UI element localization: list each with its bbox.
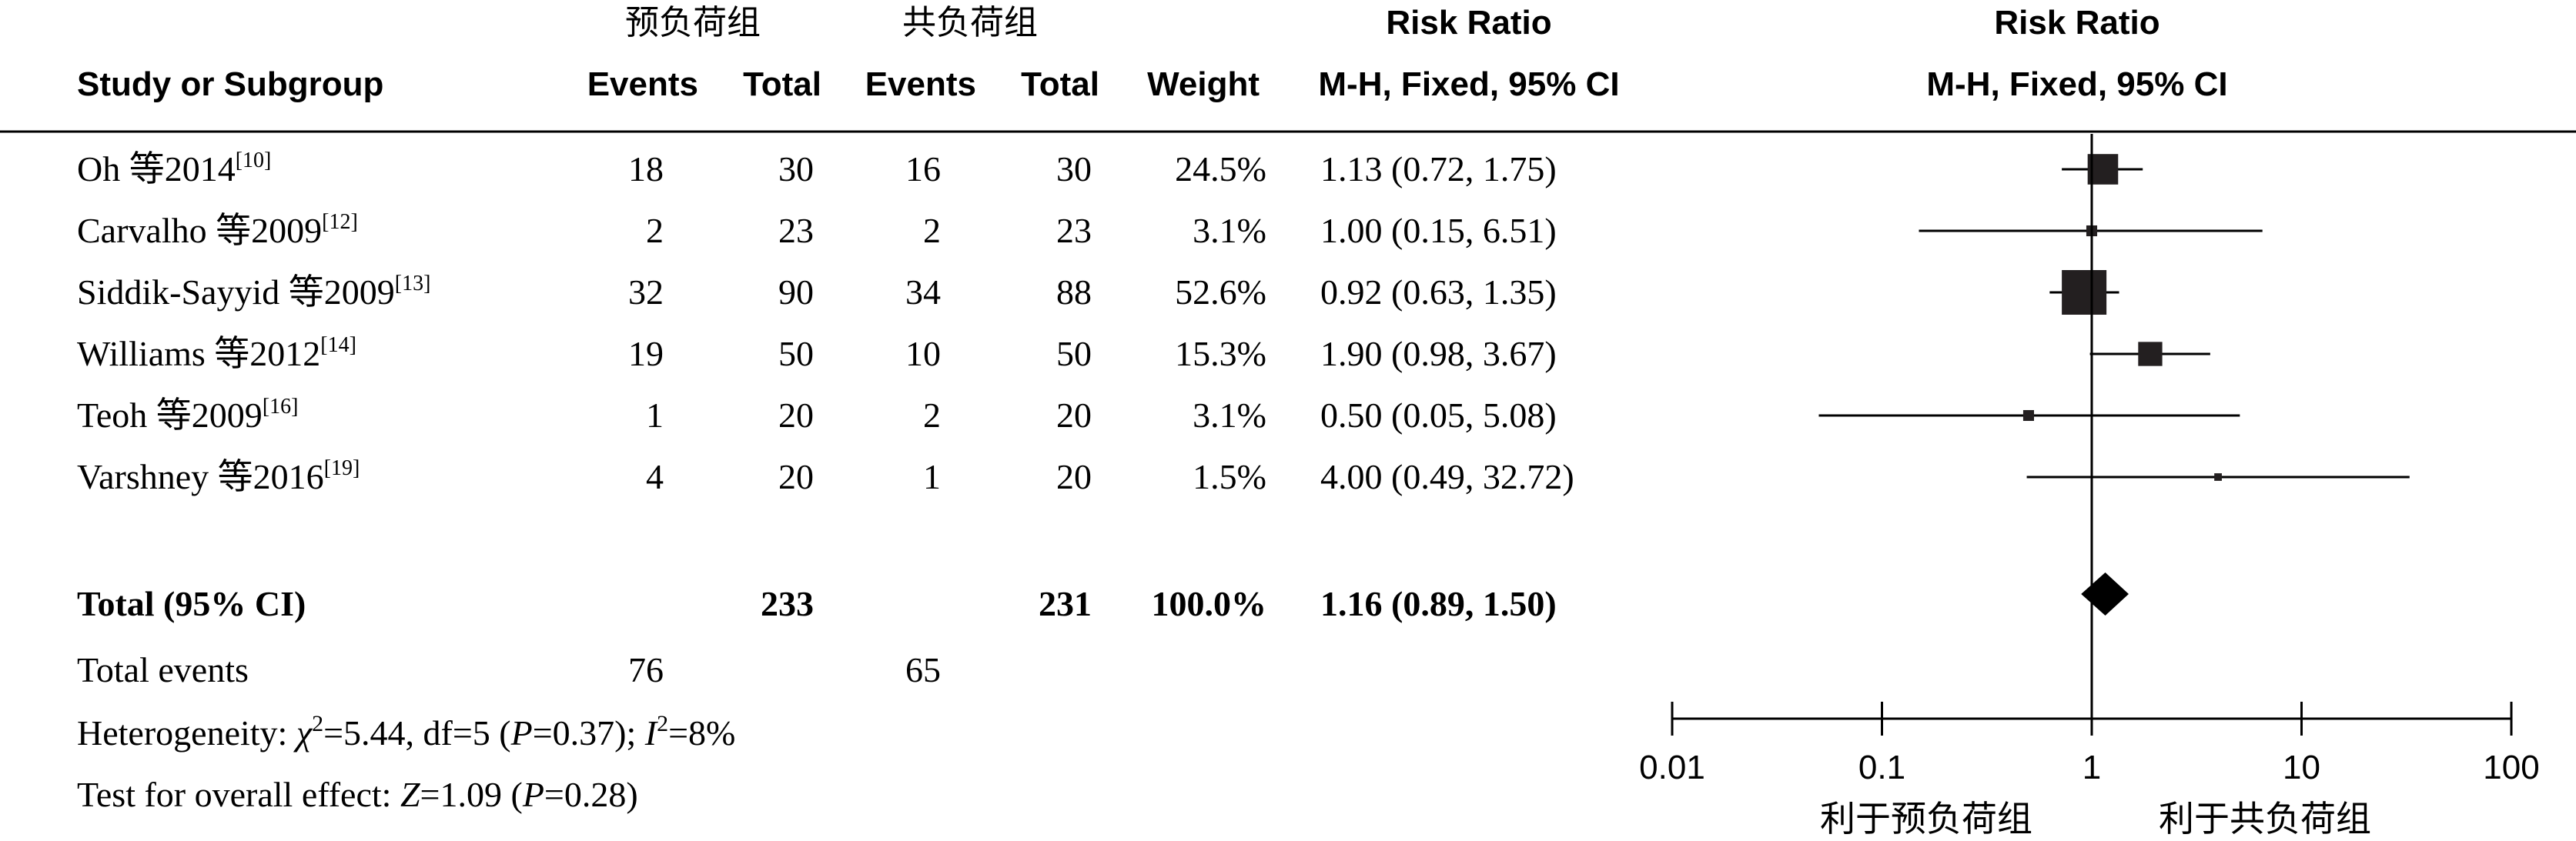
ctl-events-cell: 34 — [905, 272, 941, 312]
study-name: Teoh 等2009[16] — [77, 395, 298, 435]
plot-marks — [1818, 154, 2410, 616]
weight-cell: 3.1% — [1193, 211, 1266, 250]
ci-cell: 1.00 (0.15, 6.51) — [1320, 211, 1557, 250]
ctl-total-cell: 30 — [1056, 149, 1092, 189]
exp-total-cell: 20 — [778, 395, 814, 435]
tick-label: 10 — [2283, 749, 2320, 786]
study-name: Siddik-Sayyid 等2009[13] — [77, 272, 430, 312]
tick-label: 0.1 — [1858, 749, 1905, 786]
study-column-header: Study or Subgroup — [77, 65, 383, 103]
total-events-exp: 76 — [628, 650, 664, 689]
plot-header-method: M-H, Fixed, 95% CI — [1926, 65, 2227, 103]
total-events-ctl: 65 — [905, 650, 941, 689]
weight-cell: 52.6% — [1175, 272, 1266, 312]
ctl-total-cell: 50 — [1056, 334, 1092, 373]
heterogeneity-text: Heterogeneity: χ2=5.44, df=5 (P=0.37); I… — [77, 711, 735, 753]
ctl-events-cell: 1 — [923, 457, 941, 496]
exp-events-cell: 2 — [646, 211, 664, 250]
ctl-total-cell: 23 — [1056, 211, 1092, 250]
tick-label: 100 — [2483, 749, 2539, 786]
study-rows: Oh 等2014[10] 18 30 16 30 24.5% 1.13 (0.72, 1.7… — [77, 149, 1574, 496]
ctl-total-cell: 20 — [1056, 395, 1092, 435]
total-label: Total (95% CI) — [77, 584, 306, 623]
exp-events-cell: 32 — [628, 272, 664, 312]
exp-events-header: Events — [587, 65, 698, 103]
ci-cell: 1.13 (0.72, 1.75) — [1320, 149, 1557, 189]
ctl-events-cell: 2 — [923, 211, 941, 250]
total-events-row: Total events 76 65 — [77, 650, 941, 689]
control-group-header: 共负荷组 — [902, 4, 1038, 42]
weight-cell: 15.3% — [1175, 334, 1266, 373]
rr-column-title: Risk Ratio — [1386, 4, 1551, 42]
table-header: 预负荷组 共负荷组 Risk Ratio Risk Ratio Study or… — [77, 4, 2228, 103]
effect-marker — [2062, 270, 2107, 315]
total-events-label: Total events — [77, 650, 249, 689]
overall-effect-text: Test for overall effect: Z=1.09 (P=0.28) — [77, 775, 638, 814]
tick-label: 1 — [2083, 749, 2101, 786]
exp-events-cell: 4 — [646, 457, 664, 496]
study-name: Williams 等2012[14] — [77, 333, 356, 373]
total-weight: 100.0% — [1152, 584, 1267, 623]
weight-header: Weight — [1147, 65, 1260, 103]
ctl-events-cell: 16 — [905, 149, 941, 189]
effect-marker — [2214, 473, 2222, 481]
tick-label: 0.01 — [1639, 749, 1705, 786]
total-ctl-total: 231 — [1039, 584, 1092, 623]
study-name: Oh 等2014[10] — [77, 149, 271, 189]
favours-left-label: 利于预负荷组 — [1820, 799, 2032, 839]
exp-total-cell: 90 — [778, 272, 814, 312]
total-row: Total (95% CI) 233 231 100.0% 1.16 (0.89… — [77, 584, 1557, 623]
exp-total-cell: 50 — [778, 334, 814, 373]
effect-marker — [2138, 342, 2163, 366]
plot-header-title: Risk Ratio — [1994, 4, 2159, 42]
experimental-group-header: 预负荷组 — [625, 4, 761, 42]
weight-cell: 1.5% — [1193, 457, 1266, 496]
total-ci-text: 1.16 (0.89, 1.50) — [1320, 584, 1557, 623]
exp-total-cell: 20 — [778, 457, 814, 496]
study-name: Varshney 等2016[19] — [77, 456, 360, 496]
exp-events-cell: 19 — [628, 334, 664, 373]
exp-events-cell: 1 — [646, 395, 664, 435]
exp-total-cell: 23 — [778, 211, 814, 250]
ci-cell: 4.00 (0.49, 32.72) — [1320, 457, 1574, 496]
effect-marker — [2022, 409, 2035, 422]
exp-total-header: Total — [743, 65, 821, 103]
ctl-total-cell: 88 — [1056, 272, 1092, 312]
exp-events-cell: 18 — [628, 149, 664, 189]
rr-column-method: M-H, Fixed, 95% CI — [1318, 65, 1619, 103]
ctl-events-cell: 10 — [905, 334, 941, 373]
ci-cell: 0.50 (0.05, 5.08) — [1320, 395, 1557, 435]
ctl-events-header: Events — [865, 65, 976, 103]
study-name: Carvalho 等2009[12] — [77, 210, 358, 250]
pooled-diamond — [2081, 572, 2129, 616]
ctl-total-cell: 20 — [1056, 457, 1092, 496]
weight-cell: 3.1% — [1193, 395, 1266, 435]
x-axis: 0.01 0.1 1 10 100 — [1639, 134, 2540, 786]
total-exp-total: 233 — [761, 584, 814, 623]
exp-total-cell: 30 — [778, 149, 814, 189]
weight-cell: 24.5% — [1175, 149, 1266, 189]
ci-cell: 1.90 (0.98, 3.67) — [1320, 334, 1557, 373]
ci-cell: 0.92 (0.63, 1.35) — [1320, 272, 1557, 312]
ctl-events-cell: 2 — [923, 395, 941, 435]
ctl-total-header: Total — [1021, 65, 1099, 103]
favours-right-label: 利于共负荷组 — [2159, 799, 2371, 839]
